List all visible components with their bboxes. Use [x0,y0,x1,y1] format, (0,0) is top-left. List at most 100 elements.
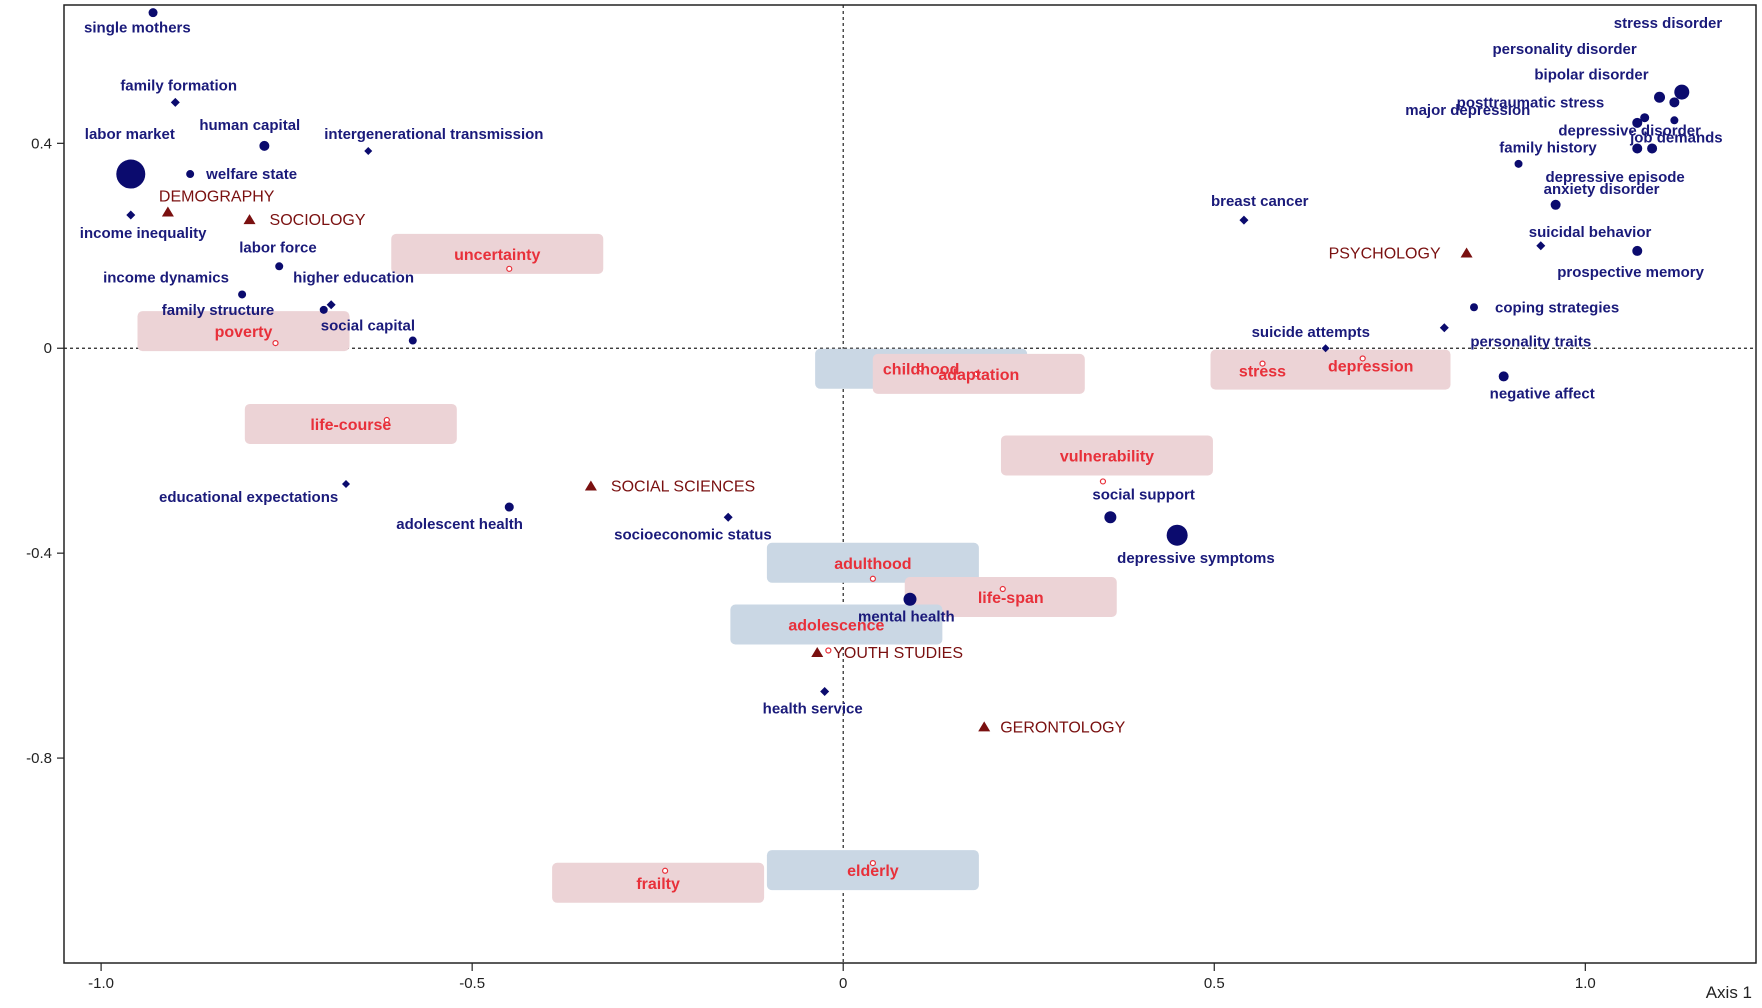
term-label-health-service: health service [763,700,863,717]
supplementary-label-adulthood: adulthood [834,556,911,573]
term-label-major-depression: major depression [1405,102,1530,119]
term-point-adolescent-health [504,502,514,512]
term-point-educational-expectations [342,480,350,488]
term-label-coping-strategies: coping strategies [1495,299,1619,316]
term-point-coping-strategies [1470,303,1478,312]
term-label-negative-affect: negative affect [1490,385,1595,402]
supplementary-label-depression: depression [1328,358,1413,375]
supplementary-point-stress [1259,360,1266,367]
term-point-depressive-symptoms [1166,524,1188,546]
term-label-social-capital: social capital [321,318,415,335]
term-point-income-dynamics [238,290,247,299]
term-label-educational-expectations: educational expectations [159,489,338,506]
term-label-family-structure: family structure [162,302,275,319]
supplementary-point-frailty [662,867,669,874]
supplementary-point-childhood [918,365,925,372]
term-point-anxiety-disorder [1550,199,1561,210]
term-label-bipolar-disorder: bipolar disorder [1534,66,1648,83]
x-axis-ticks: -1.0 -0.5 0 0.5 1.0 [88,963,1596,992]
y-tick-label: 0 [44,340,52,357]
field-marker-gerontology [978,721,991,732]
field-marker-demography [161,206,174,217]
term-point-personality-disorder [1654,91,1666,103]
supplementary-box-adolescence [730,604,943,645]
term-label-suicide-attempts: suicide attempts [1252,324,1370,341]
term-point-human-capital [259,140,270,151]
field-label-youth-studies: YOUTH STUDIES [833,645,963,662]
supplementary-label-stress: stress [1239,364,1286,381]
supplementary-label-uncertainty: uncertainty [454,247,540,264]
term-point-socioeconomic-status [723,512,733,522]
term-point-social-capital [408,336,417,345]
field-label-demography: DEMOGRAPHY [159,188,275,205]
term-label-welfare-state: welfare state [205,166,297,183]
term-label-breast-cancer: breast cancer [1211,193,1309,210]
term-label-job-demands: job demands [1629,129,1723,146]
x-tick-label: 1.0 [1575,975,1596,992]
term-point-family-structure [319,305,328,314]
term-label-social-support: social support [1092,486,1195,503]
x-tick-label: -0.5 [459,975,485,992]
term-point-suicidal-behavior [1536,241,1546,251]
y-tick-label: -0.4 [26,545,52,562]
supplementary-box-adulthood [766,542,979,583]
term-label-socioeconomic-status: socioeconomic status [614,526,772,543]
term-label-stress-disorder: stress disorder [1614,15,1723,32]
supplementary-label-vulnerability: vulnerability [1060,448,1154,465]
term-label-prospective-memory: prospective memory [1557,264,1704,281]
term-point-labor-market [116,159,146,189]
supplementary-label-elderly: elderly [847,863,899,880]
x-axis-title: Axis 1 [1706,983,1752,1002]
term-label-income-inequality: income inequality [80,225,207,242]
supplementary-box-stress-depression [1210,349,1451,390]
y-tick-label: -0.8 [26,750,52,767]
term-point-family-formation [170,97,180,107]
x-tick-label: 0 [839,975,847,992]
field-label-sociology: SOCIOLOGY [270,212,366,229]
term-point-labor-force [275,262,284,271]
term-point-prospective-memory [1632,245,1643,256]
supplementary-box-life-course [244,403,457,444]
supplementary-point-poverty [272,340,279,347]
term-point-intergenerational-transmission [364,147,373,156]
term-label-adolescent-health: adolescent health [396,516,523,533]
field-label-gerontology: GERONTOLOGY [1000,719,1125,736]
term-point-mental-health [903,592,917,606]
supplementary-box-elderly [766,850,979,891]
term-label-family-formation: family formation [120,77,237,94]
supplementary-label-adaptation: adaptation [938,367,1019,384]
term-point-depressive-disorder [1670,116,1679,125]
y-tick-label: 0.4 [31,135,52,152]
supplementary-box-life-span [904,577,1117,618]
term-label-higher-education: higher education [293,270,414,287]
supplementary-point-uncertainty [506,265,513,272]
term-label-suicidal-behavior: suicidal behavior [1529,224,1652,241]
term-label-anxiety-disorder: anxiety disorder [1544,181,1660,198]
term-label-labor-force: labor force [239,239,317,256]
x-tick-label: -1.0 [88,975,114,992]
term-point-health-service [820,686,830,696]
supplementary-point-vulnerability [1099,478,1107,485]
supplementary-box-uncertainty [391,233,604,274]
term-point-breast-cancer [1239,215,1249,225]
term-label-depressive-symptoms: depressive symptoms [1117,550,1275,567]
field-marker-sociology [243,214,256,225]
supplementary-point-life-span [999,585,1006,593]
term-point-bipolar-disorder [1669,97,1680,108]
x-tick-label: 0.5 [1204,975,1225,992]
term-point-personality-traits [1439,323,1449,333]
term-point-major-depression [1632,117,1643,128]
supplementary-point-depression [1359,355,1366,362]
term-point-stress-disorder [1674,84,1690,100]
supplementary-label-adolescence: adolescence [788,617,884,634]
field-marker-psychology [1460,247,1473,258]
supplementary-label-life-course: life-course [310,417,391,434]
term-label-depressive-episode: depressive episode [1546,169,1685,186]
supplementary-label-frailty: frailty [636,876,680,893]
supplementary-box-poverty [137,311,350,352]
term-point-social-support [1104,511,1117,524]
term-point-income-inequality [126,210,136,220]
term-points: single mothers family formation human capi… [80,8,1723,717]
term-label-family-history: family history [1499,139,1597,156]
